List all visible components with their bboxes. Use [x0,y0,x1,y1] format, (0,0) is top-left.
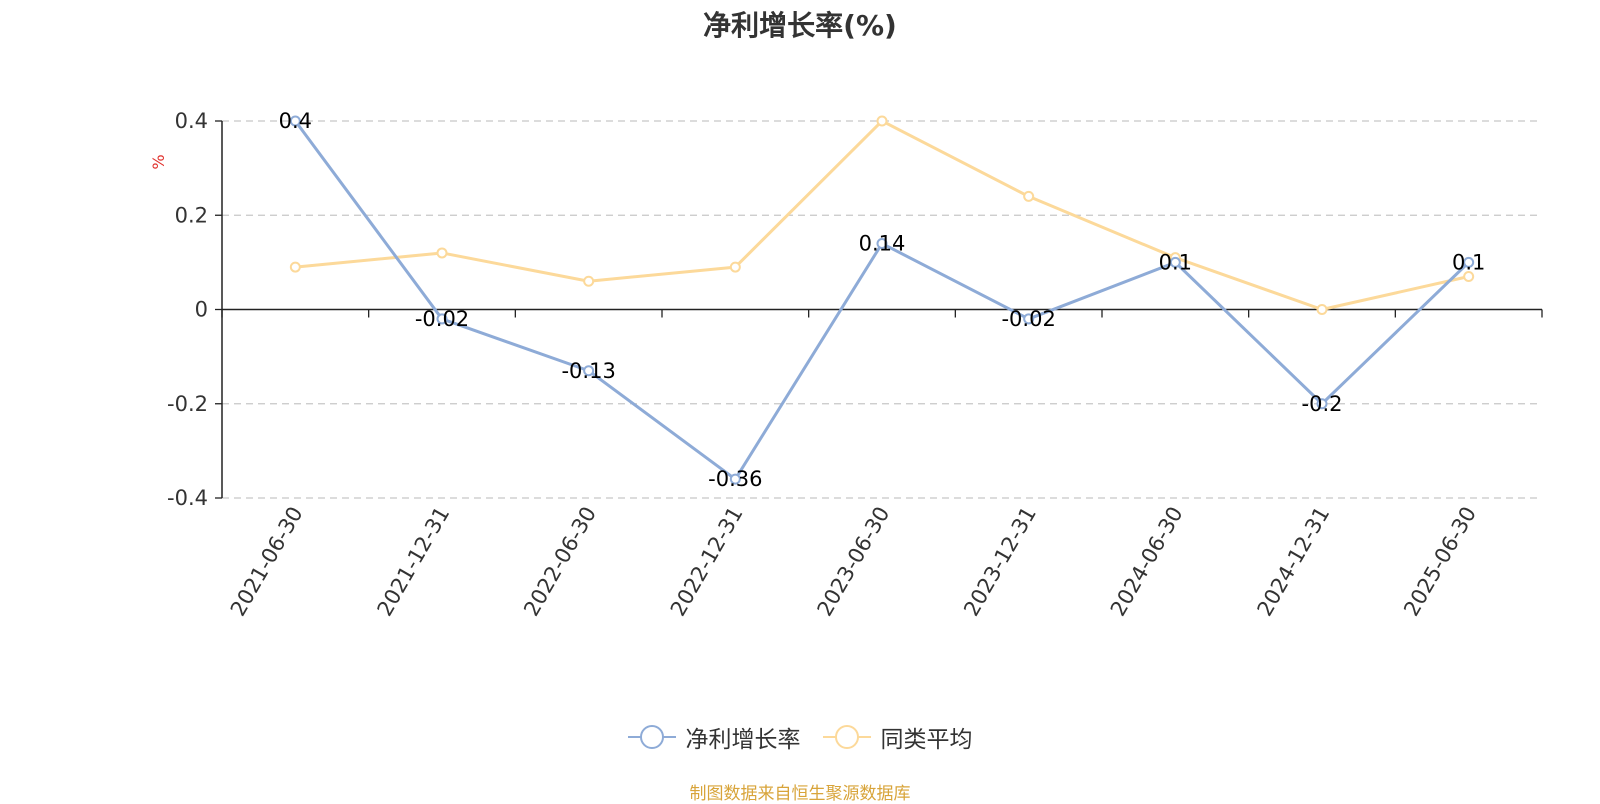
x-tick-label: 2022-06-30 [519,503,601,621]
data-point-a [1316,398,1328,410]
source-footer: 制图数据来自恒生聚源数据库 [689,784,911,804]
data-point-a [583,365,595,377]
x-tick-label: 2025-06-30 [1399,503,1481,621]
legend: 净利增长率 同类平均 [0,720,1600,754]
data-label: -0.02 [415,307,469,331]
data-labels: 0.4 -0.02 -0.13 -0.36 0.14 -0.02 0.1 -0.2 0.1 [279,109,1486,491]
data-label: -0.2 [1302,392,1343,416]
data-label: 0.1 [1159,250,1192,274]
y-tick-labels: 0.4 0.2 0 -0.2 -0.4 [167,109,208,510]
data-point-a [876,238,888,250]
legend-swatch-series-b [822,725,871,749]
data-label: -0.36 [708,467,762,491]
data-point-a [436,313,448,325]
x-tick-labels: 2021-06-30 2021-12-31 2022-06-30 2022-12-31… [226,503,1481,621]
y-tick-label: 0.4 [175,109,208,133]
data-label: 0.1 [1452,250,1485,274]
data-point-a [1463,256,1475,268]
chart-title: 净利增长率(%) [703,9,897,42]
legend-label: 净利增长率 [685,727,801,753]
x-tick-label: 2023-12-31 [959,503,1041,621]
series-points [289,115,1475,485]
legend-label: 同类平均 [880,727,973,753]
legend-item-series-a[interactable]: 净利增长率 [627,720,801,754]
data-point-b [1023,190,1035,202]
data-label: 0.14 [859,232,906,256]
y-axis-unit: % [149,154,168,169]
x-tick-label: 2022-12-31 [666,503,748,621]
data-point-b [583,275,595,287]
data-point-b [876,115,888,127]
data-point-a [1169,256,1181,268]
y-tick-label: 0.2 [175,203,208,227]
x-tick-label: 2024-06-30 [1106,503,1188,621]
data-label: 0.4 [279,109,312,133]
x-tick-label: 2021-12-31 [373,503,455,621]
data-point-b [1316,304,1328,315]
series-lines [294,119,1470,481]
legend-swatch-series-a [627,725,676,749]
data-point-a [729,473,741,485]
legend-item-series-b[interactable]: 同类平均 [822,720,973,754]
data-point-b [436,247,448,259]
data-point-a [1023,313,1035,325]
y-tick-label: 0 [195,298,208,322]
data-point-b [1463,271,1475,283]
y-tick-label: -0.4 [167,486,208,510]
data-point-a [289,115,301,127]
data-label: -0.02 [1001,307,1055,331]
x-tick-label: 2023-06-30 [813,503,895,621]
data-point-b [289,261,301,273]
y-tick-label: -0.2 [167,392,208,416]
x-tick-label: 2024-12-31 [1253,503,1335,621]
data-label: -0.13 [561,359,615,383]
data-point-b [729,261,741,273]
x-tick-label: 2021-06-30 [226,503,308,621]
